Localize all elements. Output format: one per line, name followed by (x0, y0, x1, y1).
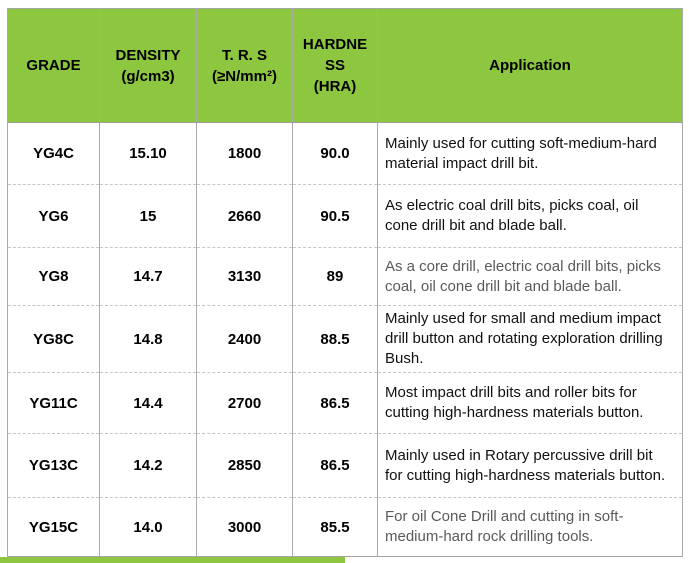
column-header-trs-unit: (≥N/mm²) (212, 67, 277, 85)
trs-cell: 1800 (196, 122, 293, 185)
application-cell: Most impact drill bits and roller bits f… (377, 372, 683, 434)
table-row: YG11C 14.4 2700 86.5 Most impact drill b… (7, 372, 683, 434)
hardness-cell: 86.5 (292, 372, 378, 434)
column-header-grade: GRADE (7, 8, 100, 123)
column-header-hardness: HARDNESS (HRA) (292, 8, 378, 123)
header-row: GRADE DENSITY (g/cm3) T. R. S (≥N/mm²) H… (7, 8, 683, 123)
hardness-cell: 88.5 (292, 305, 378, 373)
column-header-density: DENSITY (g/cm3) (99, 8, 197, 123)
density-cell: 15 (99, 184, 197, 248)
column-header-hardness-label: HARDNESS (302, 36, 368, 74)
column-header-density-unit: (g/cm3) (121, 67, 175, 85)
column-header-trs: T. R. S (≥N/mm²) (196, 8, 293, 123)
application-cell: Mainly used for small and medium impact … (377, 305, 683, 373)
application-cell: Mainly used for cutting soft-medium-hard… (377, 122, 683, 185)
table-row: YG8C 14.8 2400 88.5 Mainly used for smal… (7, 305, 683, 373)
application-cell: As electric coal drill bits, picks coal,… (377, 184, 683, 248)
specs-table: GRADE DENSITY (g/cm3) T. R. S (≥N/mm²) H… (7, 8, 683, 557)
trs-cell: 2660 (196, 184, 293, 248)
density-cell: 14.8 (99, 305, 197, 373)
cropped-next-section-sliver (0, 557, 345, 563)
hardness-cell: 85.5 (292, 497, 378, 557)
grade-cell: YG8 (7, 247, 100, 306)
density-cell: 14.7 (99, 247, 197, 306)
application-cell: As a core drill, electric coal drill bit… (377, 247, 683, 306)
hardness-cell: 89 (292, 247, 378, 306)
table-row: YG13C 14.2 2850 86.5 Mainly used in Rota… (7, 433, 683, 498)
column-header-trs-label: T. R. S (221, 46, 267, 64)
trs-cell: 2400 (196, 305, 293, 373)
grade-cell: YG11C (7, 372, 100, 434)
grade-cell: YG4C (7, 122, 100, 185)
table-row: YG15C 14.0 3000 85.5 For oil Cone Drill … (7, 497, 683, 557)
hardness-cell: 86.5 (292, 433, 378, 498)
hardness-cell: 90.0 (292, 122, 378, 185)
table-row: YG4C 15.10 1800 90.0 Mainly used for cut… (7, 122, 683, 185)
column-header-application-label: Application (489, 57, 571, 74)
trs-cell: 2850 (196, 433, 293, 498)
column-header-hardness-unit: (HRA) (313, 78, 357, 95)
hardness-cell: 90.5 (292, 184, 378, 248)
density-cell: 15.10 (99, 122, 197, 185)
trs-cell: 2700 (196, 372, 293, 434)
application-cell: For oil Cone Drill and cutting in soft-m… (377, 497, 683, 557)
grade-cell: YG8C (7, 305, 100, 373)
trs-cell: 3130 (196, 247, 293, 306)
table-row: YG8 14.7 3130 89 As a core drill, electr… (7, 247, 683, 306)
grade-cell: YG6 (7, 184, 100, 248)
density-cell: 14.4 (99, 372, 197, 434)
column-header-grade-label: GRADE (26, 57, 81, 74)
grade-cell: YG15C (7, 497, 100, 557)
application-cell: Mainly used in Rotary percussive drill b… (377, 433, 683, 498)
trs-cell: 3000 (196, 497, 293, 557)
density-cell: 14.2 (99, 433, 197, 498)
density-cell: 14.0 (99, 497, 197, 557)
table-row: YG6 15 2660 90.5 As electric coal drill … (7, 184, 683, 248)
column-header-density-label: DENSITY (115, 46, 181, 64)
column-header-application: Application (377, 8, 683, 123)
grade-cell: YG13C (7, 433, 100, 498)
